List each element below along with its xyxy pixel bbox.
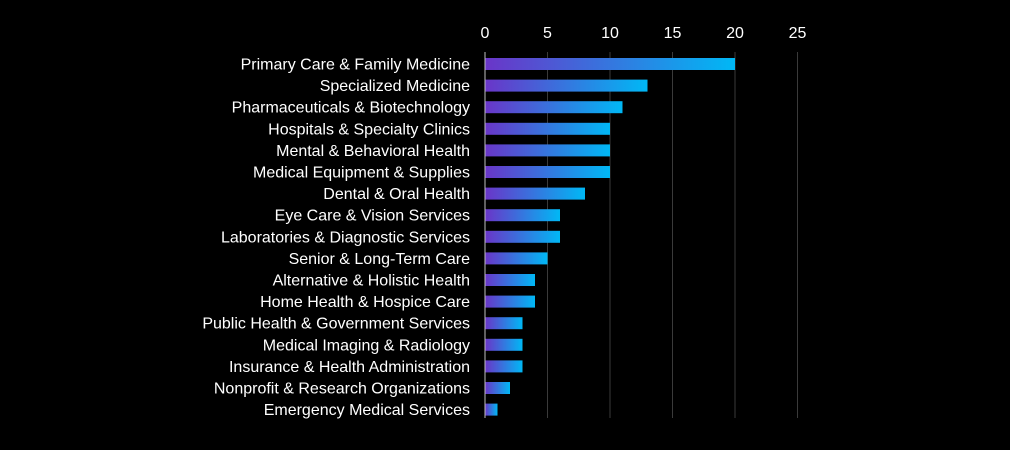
category-label: Public Health & Government Services [202,316,470,333]
category-label: Eye Care & Vision Services [275,208,470,225]
x-tick-label: 15 [664,25,682,42]
category-label: Laboratories & Diagnostic Services [221,229,470,246]
category-label: Senior & Long-Term Care [289,251,471,268]
category-label: Medical Equipment & Supplies [253,165,470,182]
bar [485,122,610,135]
category-label: Dental & Oral Health [323,186,470,203]
bar [485,382,510,394]
bar [485,274,535,286]
bar [485,360,523,373]
category-label: Hospitals & Specialty Clinics [268,121,470,138]
bar [485,295,535,308]
category-label: Pharmaceuticals & Biotechnology [232,100,470,117]
category-label: Home Health & Hospice Care [260,294,470,311]
category-label: Medical Imaging & Radiology [263,337,470,354]
category-label: Emergency Medical Services [264,402,470,419]
bar [485,317,523,330]
bar [485,58,735,70]
x-tick-label: 20 [726,25,744,42]
bar [485,230,560,243]
category-label: Nonprofit & Research Organizations [214,381,470,398]
category-labels: Primary Care & Family Medicine Specialize… [202,57,470,420]
bar [485,79,648,92]
bar [485,187,585,200]
bar [485,252,548,265]
bar [485,101,623,114]
bar [485,209,560,222]
x-tick-label: 25 [789,25,807,42]
bar [485,166,610,178]
category-label: Insurance & Health Administration [229,359,470,376]
x-tick-label: 0 [481,25,490,42]
x-tick-label: 10 [601,25,619,42]
category-label: Alternative & Holistic Health [273,273,470,290]
bar [485,338,523,351]
x-tick-label: 5 [543,25,552,42]
category-label: Mental & Behavioral Health [276,143,470,160]
category-label: Primary Care & Family Medicine [241,57,470,74]
bars [485,58,735,416]
bar [485,403,498,416]
bar [485,144,610,157]
x-axis-ticks: 0 5 10 15 20 25 [481,25,807,42]
category-label: Specialized Medicine [320,78,470,95]
